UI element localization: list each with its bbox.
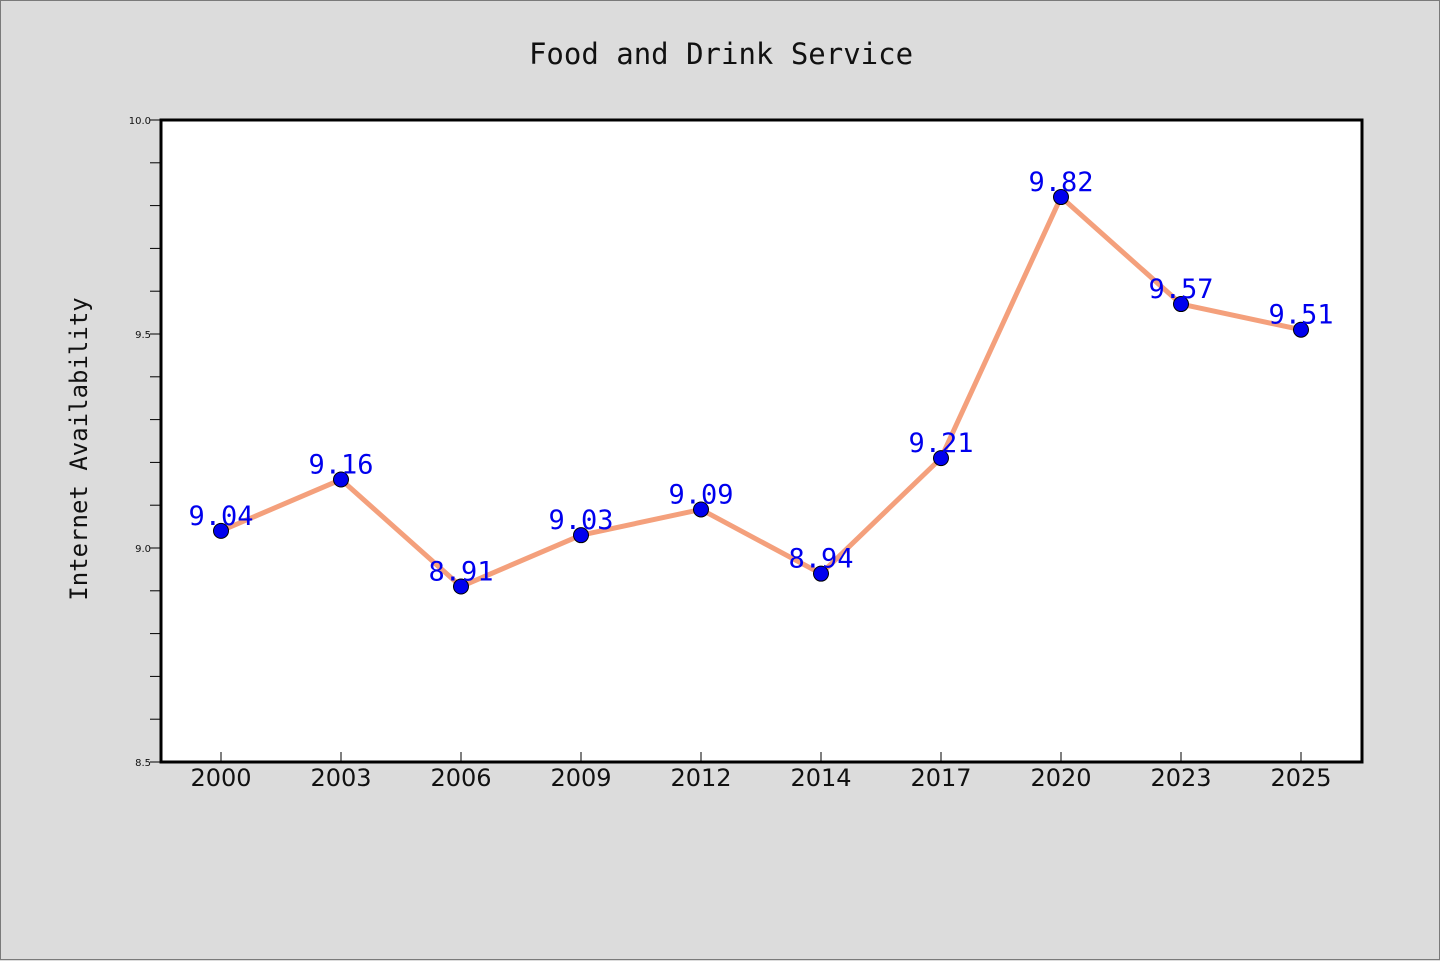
data-label: 9.04 — [188, 501, 253, 532]
y-axis: 8.5 9.0 9.5 10.0 — [129, 116, 161, 769]
x-tick-label: 2023 — [1150, 764, 1211, 792]
y-axis-label: Internet Availability — [65, 297, 93, 600]
data-label: 9.57 — [1148, 274, 1213, 305]
data-label: 9.03 — [548, 505, 613, 536]
x-tick-label: 2017 — [910, 764, 971, 792]
data-label: 9.51 — [1268, 300, 1333, 331]
x-tick-label: 2020 — [1030, 764, 1091, 792]
data-label: 9.82 — [1028, 167, 1093, 198]
x-tick-label: 2014 — [790, 764, 851, 792]
data-point-marker — [213, 522, 229, 539]
data-point-marker — [573, 527, 589, 544]
x-tick-label: 2012 — [670, 764, 731, 792]
x-tick-label: 2009 — [550, 764, 611, 792]
data-label: 9.09 — [668, 479, 733, 510]
x-tick-label: 2006 — [430, 764, 491, 792]
data-label: 8.91 — [428, 557, 493, 588]
data-point-marker — [813, 565, 829, 582]
data-point-marker — [933, 450, 949, 467]
y-tick-label: 9.5 — [135, 330, 151, 341]
data-point-marker — [453, 578, 469, 595]
data-point-marker — [693, 501, 709, 518]
data-label: 8.94 — [788, 544, 853, 575]
y-tick-label: 10.0 — [129, 116, 151, 127]
data-point-marker — [1053, 189, 1069, 206]
plot-area — [159, 118, 1364, 764]
x-tick-label: 2003 — [310, 764, 371, 792]
x-tick-label: 2025 — [1270, 764, 1331, 792]
data-point-marker — [1173, 296, 1189, 313]
data-point-marker — [333, 471, 349, 488]
x-tick-label: 2000 — [190, 764, 251, 792]
series-layer: 9.04 9.16 8.91 9.03 9.09 8.94 9.21 9.82 9.57 9.51 — [188, 167, 1334, 595]
series-line — [218, 194, 1304, 590]
y-tick-label: 8.5 — [135, 758, 151, 769]
data-point-marker — [1293, 321, 1309, 338]
x-axis: 2000 2003 2006 2009 2012 2014 2017 2020 2023 2025 — [190, 752, 1332, 792]
chart-title: Food and Drink Service — [529, 37, 913, 71]
data-label: 9.21 — [908, 428, 973, 459]
data-label: 9.16 — [308, 450, 373, 481]
y-tick-label: 9.0 — [135, 544, 151, 555]
